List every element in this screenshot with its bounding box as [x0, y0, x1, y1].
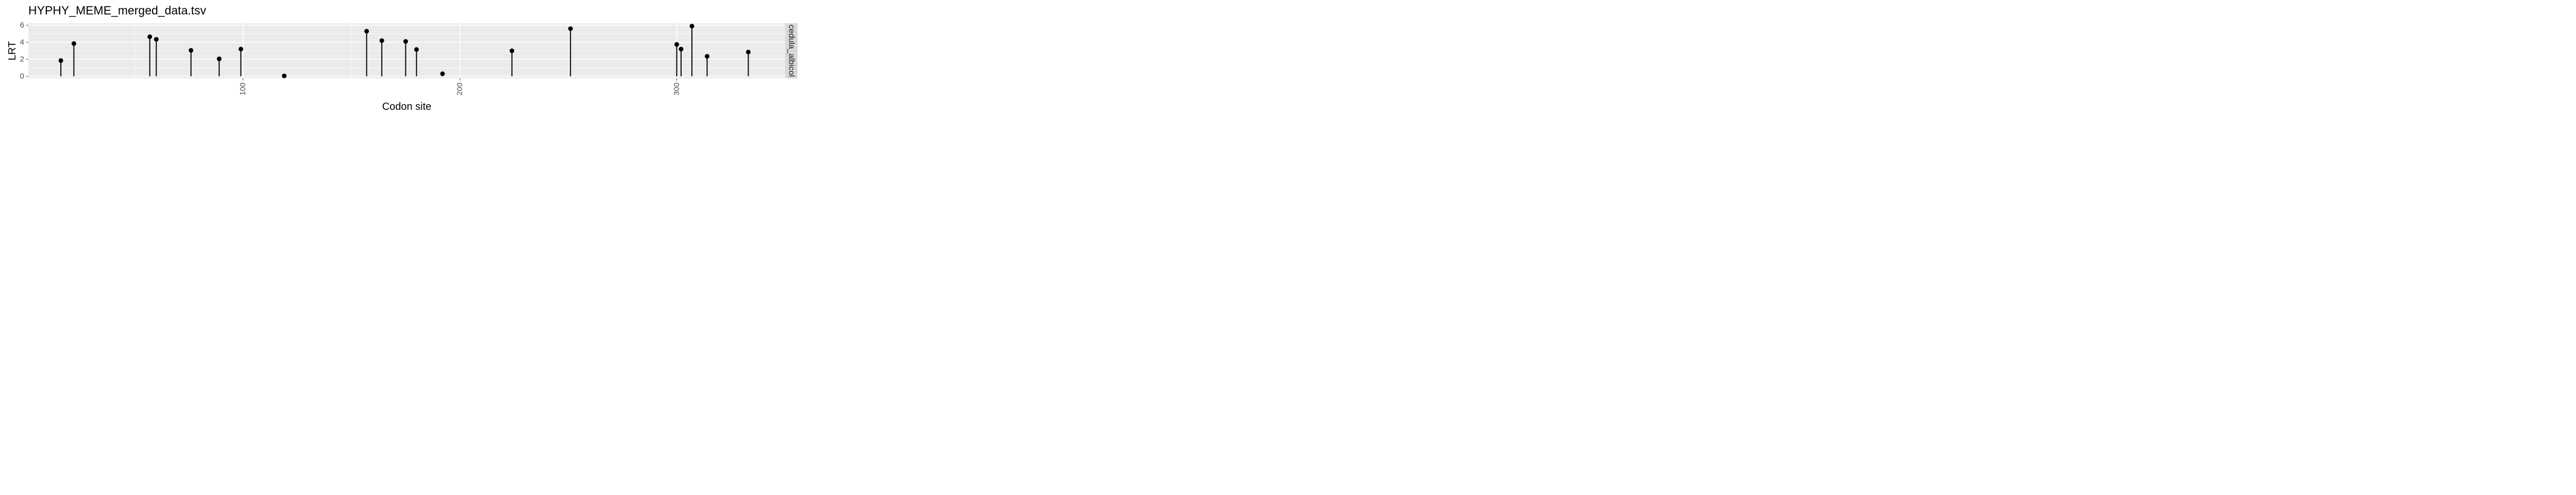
- lollipop-point: [414, 47, 419, 52]
- lollipop-point: [154, 37, 159, 42]
- y-tick-label: 6: [20, 21, 24, 30]
- y-axis-title: LRT: [7, 41, 18, 60]
- lollipop-point: [364, 29, 369, 34]
- lollipop-point: [147, 34, 152, 39]
- x-tick-label: 300: [672, 82, 681, 95]
- lollipop-point: [216, 56, 222, 61]
- lollipop-point: [674, 42, 680, 47]
- lollipop-point: [440, 71, 445, 76]
- y-tick-label: 4: [20, 38, 24, 47]
- lollipop-chart: HYPHY_MEME_merged_data.tsv cedula_albico…: [7, 4, 798, 112]
- lollipop-point: [189, 48, 194, 53]
- lollipop-point: [704, 54, 709, 59]
- lollipop-point: [379, 38, 384, 43]
- lollipop-point: [282, 73, 287, 78]
- lollipop-point: [58, 58, 63, 63]
- data-marks: [58, 24, 751, 78]
- y-axis: 0 2 4 6: [20, 21, 28, 81]
- x-tick-label: 100: [239, 82, 247, 95]
- lollipop-point: [689, 24, 694, 29]
- y-tick-label: 2: [20, 55, 24, 64]
- x-axis-title: Codon site: [382, 101, 432, 112]
- lollipop-point: [510, 48, 515, 53]
- grid-lines: [28, 23, 785, 78]
- x-axis: 100 200 300: [239, 78, 681, 95]
- y-tick-label: 0: [20, 72, 24, 81]
- lollipop-point: [403, 39, 408, 44]
- x-tick-label: 200: [455, 82, 464, 95]
- lollipop-point: [679, 46, 684, 52]
- facet-strip-label: cedula_albicol: [787, 25, 796, 77]
- lollipop-point: [238, 46, 243, 52]
- lollipop-point: [568, 26, 573, 31]
- facet-strip: [785, 23, 798, 78]
- lollipop-point: [71, 41, 76, 46]
- lollipop-point: [745, 50, 751, 55]
- chart-title: HYPHY_MEME_merged_data.tsv: [28, 4, 207, 17]
